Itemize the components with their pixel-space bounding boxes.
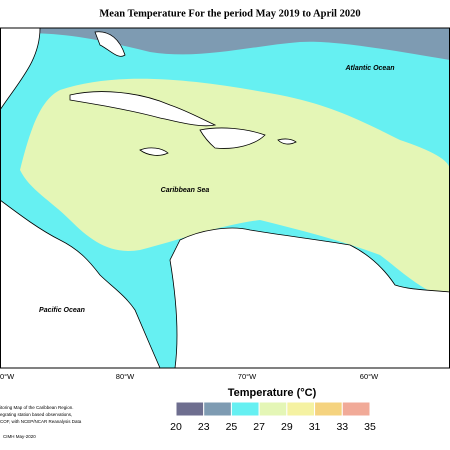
legend-swatch xyxy=(230,401,260,417)
legend-swatch xyxy=(203,401,232,417)
north-america xyxy=(0,28,41,111)
hispaniola xyxy=(199,127,266,149)
footnote: COF, with NCEP/NCAR Reanalysis Data xyxy=(0,419,82,424)
legend-tick-label: 27 xyxy=(253,421,265,433)
central-america xyxy=(0,199,161,368)
longitude-label: 60°W xyxy=(360,372,379,381)
legend-tick-label: 20 xyxy=(170,421,182,433)
legend-tick-label: 25 xyxy=(226,421,238,433)
longitude-label: 0°W xyxy=(0,372,15,381)
title: Mean Temperature For the period May 2019… xyxy=(99,8,360,19)
legend-tick-label: 33 xyxy=(336,421,348,433)
legend-swatch xyxy=(286,401,316,417)
footnote: itoring Map of the Caribbean Region. xyxy=(0,405,74,410)
legend: 20 23 25 27 29 31 33 35 xyxy=(170,401,376,433)
south-america xyxy=(169,227,450,368)
legend-tick-label: 35 xyxy=(364,421,376,433)
florida xyxy=(94,31,126,57)
jamaica xyxy=(139,147,169,156)
longitude-label: 80°W xyxy=(116,372,135,381)
footnote: CIMH May-2020 xyxy=(3,434,36,439)
warm-area xyxy=(20,78,450,300)
legend-tick-label: 29 xyxy=(281,421,293,433)
cuba xyxy=(69,91,217,127)
legend-swatch xyxy=(341,401,371,417)
legend-tick-label: 23 xyxy=(198,421,210,433)
ocean-label: Pacific Ocean xyxy=(39,307,85,314)
legend-swatch xyxy=(175,401,205,417)
legend-tick-label: 31 xyxy=(309,421,321,433)
sea-label: Caribbean Sea xyxy=(161,187,210,194)
longitude-label: 70°W xyxy=(238,372,257,381)
legend-swatch xyxy=(258,401,288,417)
legend-swatch xyxy=(314,401,343,417)
ocean-label: Atlantic Ocean xyxy=(344,65,394,72)
footnote: egrating station based observations, xyxy=(0,412,72,417)
map: Atlantic Ocean Caribbean Sea Pacific Oce… xyxy=(0,27,450,369)
legend-title: Temperature (°C) xyxy=(228,387,317,399)
puerto-rico xyxy=(277,138,297,145)
